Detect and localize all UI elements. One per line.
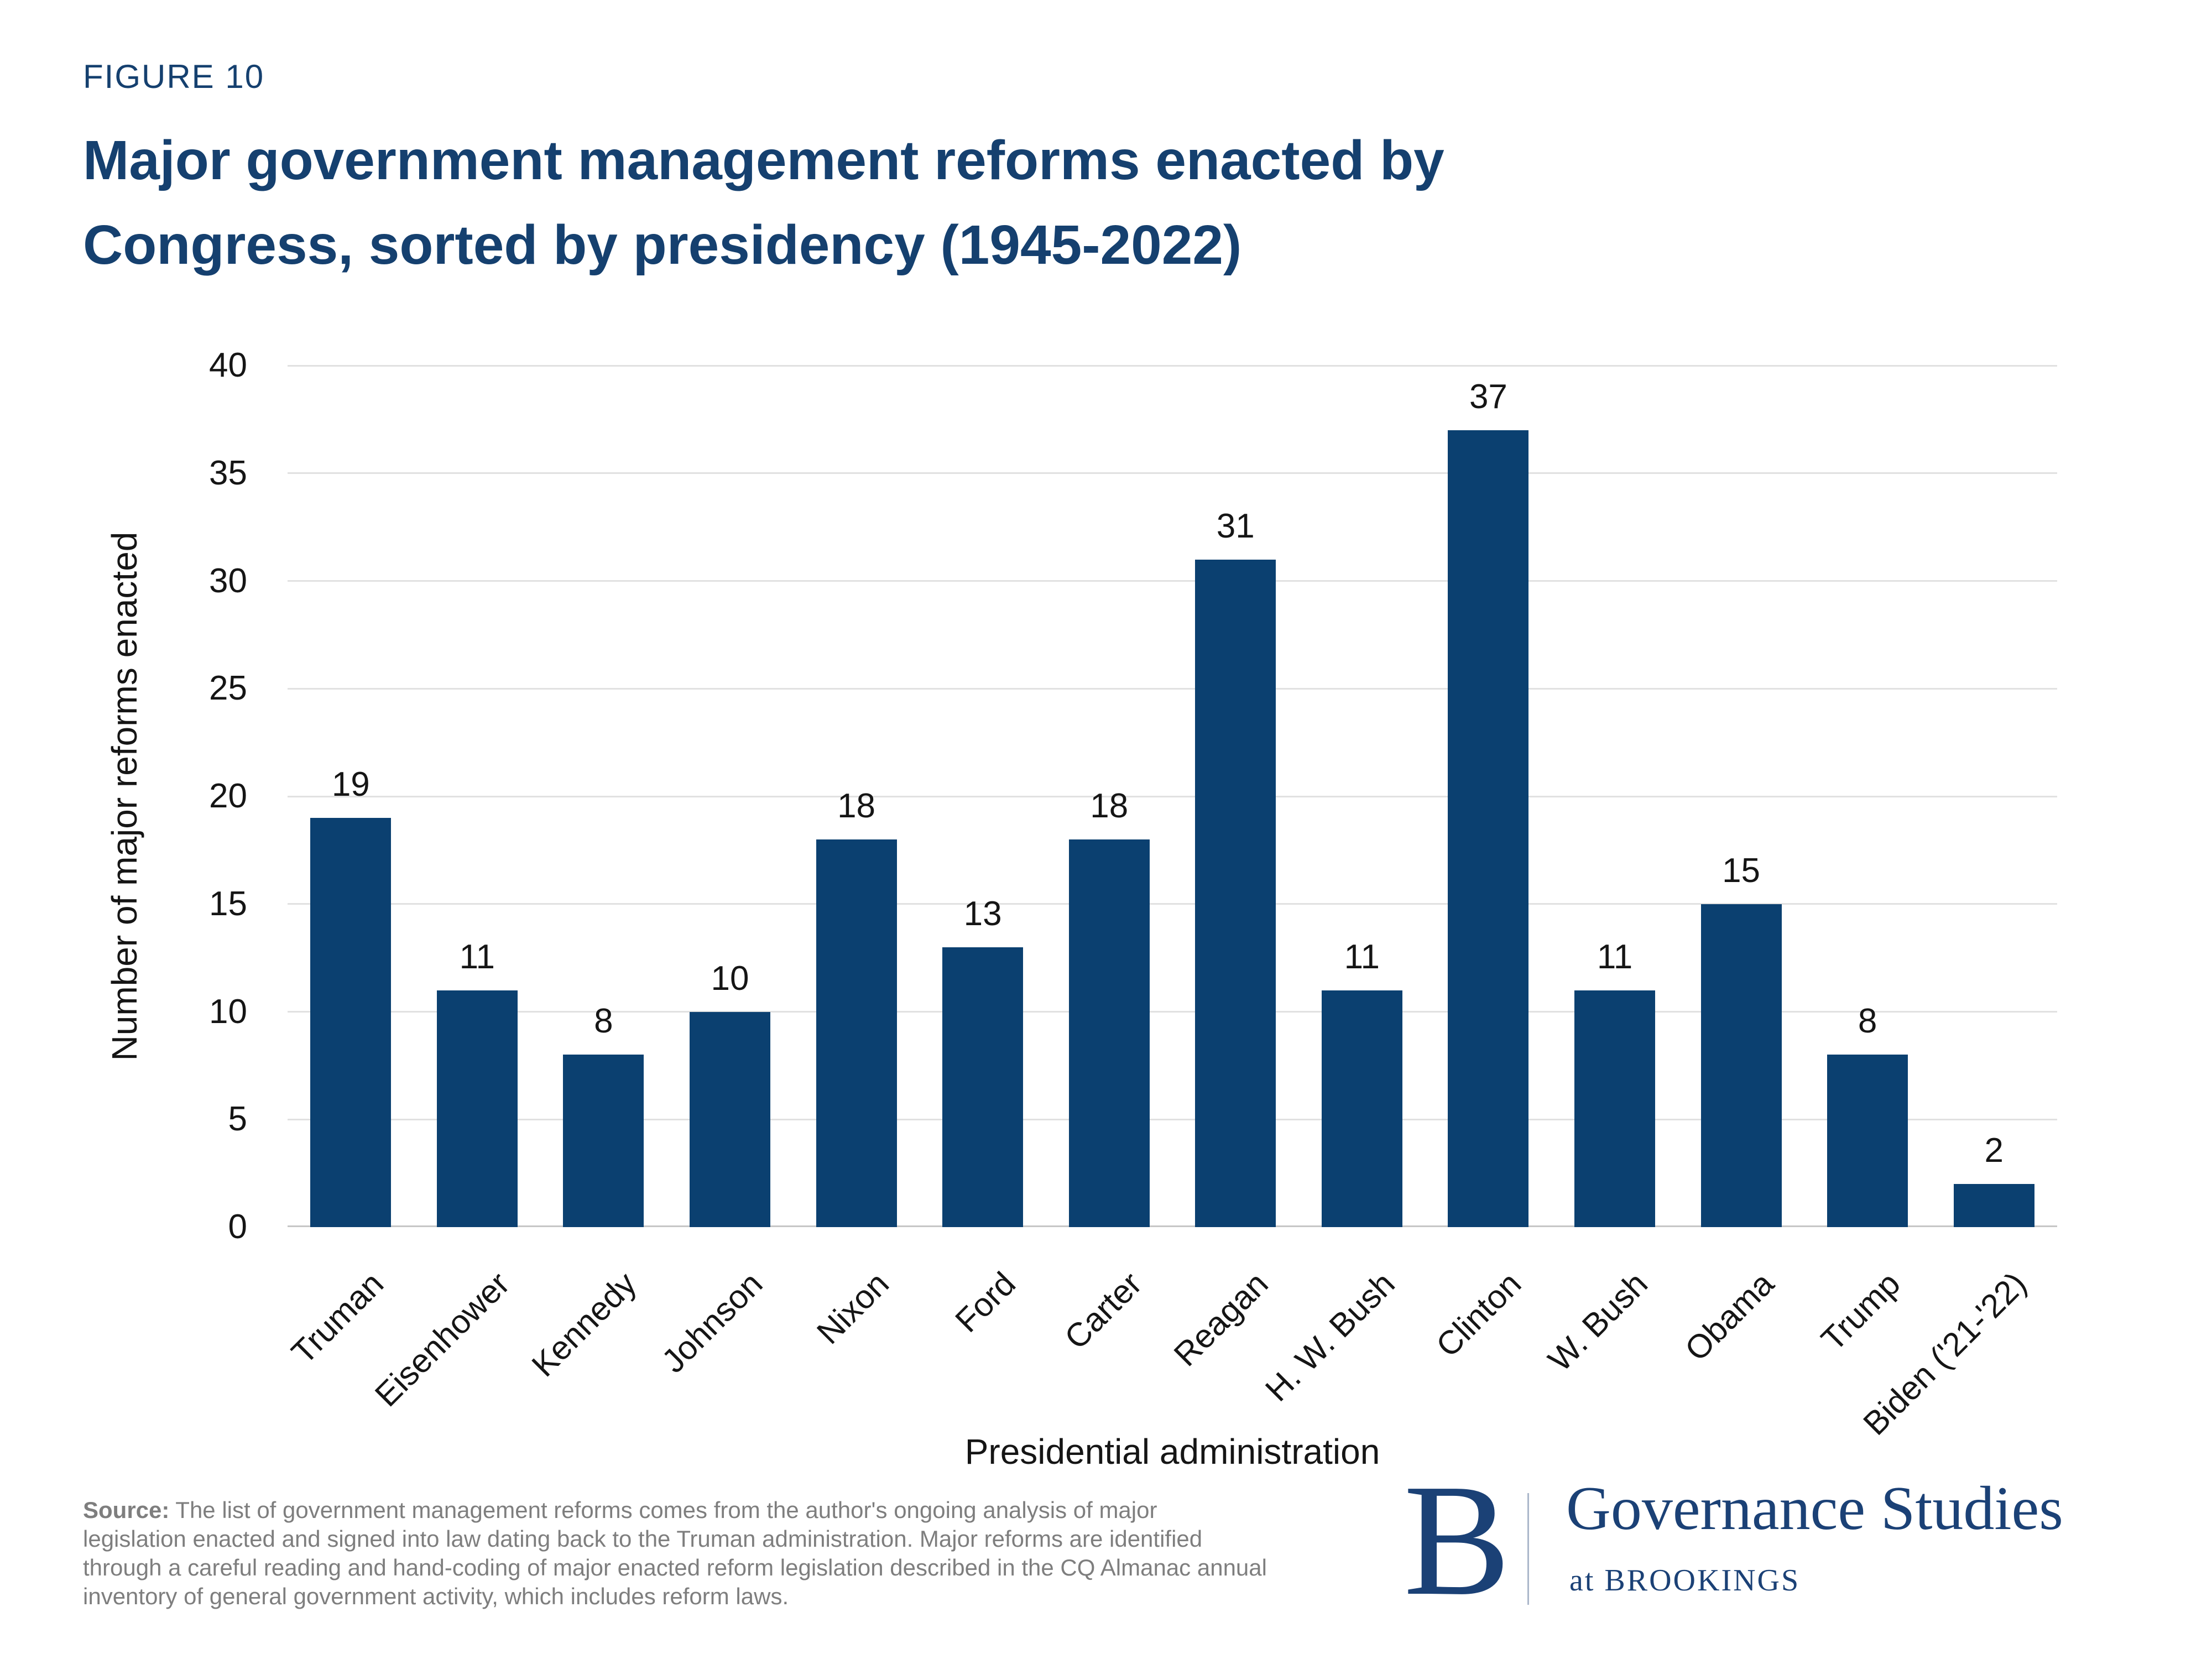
y-tick-label: 10 <box>209 992 247 1031</box>
bar-value-label: 18 <box>1090 786 1129 825</box>
x-tick-label: Obama <box>1677 1265 1781 1368</box>
x-tick-label: Kennedy <box>524 1265 644 1384</box>
chart-title-line-2: Congress, sorted by presidency (1945-202… <box>83 214 1242 276</box>
bar-value-label: 13 <box>963 894 1002 933</box>
y-tick-label: 20 <box>209 777 247 815</box>
chart-title: Major government management reforms enac… <box>83 118 1963 288</box>
bar-value-label: 2 <box>1984 1131 2004 1170</box>
source-note: Source: The list of government managemen… <box>83 1496 1410 1611</box>
x-axis-line <box>288 1225 2057 1227</box>
bar-value-label: 31 <box>1216 507 1255 545</box>
source-label: Source: <box>83 1497 170 1523</box>
x-tick-label: Trump <box>1814 1265 1907 1358</box>
bar <box>1068 839 1150 1227</box>
bar-value-label: 8 <box>1858 1002 1877 1041</box>
gridline <box>288 580 2057 582</box>
bar <box>1700 904 1782 1227</box>
gridline <box>288 1118 2057 1120</box>
source-line: inventory of general government activity… <box>83 1583 789 1609</box>
bar <box>1827 1055 1908 1227</box>
chart-title-line-1: Major government management reforms enac… <box>83 129 1444 191</box>
bar <box>942 947 1024 1227</box>
x-tick-label: Johnson <box>654 1265 770 1380</box>
plot-area: 19 11 8 10 18 13 18 31 11 37 11 15 8 2 <box>288 364 2057 1227</box>
bar <box>436 990 518 1227</box>
x-tick-label: Carter <box>1057 1265 1149 1357</box>
y-tick-label: 35 <box>209 453 247 492</box>
x-tick-label: Nixon <box>810 1265 896 1352</box>
y-tick-label: 15 <box>209 884 247 923</box>
y-tick-label: 5 <box>228 1100 247 1139</box>
bar-value-label: 19 <box>331 765 370 804</box>
bar <box>1953 1184 2034 1227</box>
x-axis-title: Presidential administration <box>964 1432 1380 1472</box>
logo-sub: at BROOKINGS <box>1569 1563 1801 1598</box>
source-line: through a careful reading and hand-codin… <box>83 1554 1267 1580</box>
bar-value-label: 8 <box>594 1002 613 1041</box>
x-tick-label: Reagan <box>1166 1265 1275 1374</box>
bar <box>310 817 392 1227</box>
figure-label: FIGURE 10 <box>83 58 265 95</box>
gridline <box>288 687 2057 690</box>
source-line: legislation enacted and signed into law … <box>83 1526 1203 1552</box>
logo-divider <box>1527 1493 1529 1605</box>
x-tick-label: H. W. Bush <box>1258 1265 1402 1408</box>
bar-value-label: 11 <box>1344 937 1380 976</box>
gridline <box>288 364 2057 367</box>
bar-value-label: 11 <box>1597 937 1633 976</box>
bar <box>1321 990 1402 1227</box>
bar <box>690 1011 770 1227</box>
x-tick-label: Truman <box>284 1265 390 1371</box>
gridline <box>288 795 2057 797</box>
bar-value-label: 10 <box>711 959 749 998</box>
gridline <box>288 472 2057 474</box>
bar <box>563 1055 644 1227</box>
source-line: Source: The list of government managemen… <box>83 1497 1157 1523</box>
brookings-logo-b: B <box>1404 1451 1511 1629</box>
bar <box>1574 990 1655 1227</box>
bar <box>1195 559 1276 1227</box>
bar-value-label: 15 <box>1722 851 1761 890</box>
y-tick-label: 25 <box>209 669 247 708</box>
gridline <box>288 1011 2057 1013</box>
bar-value-label: 37 <box>1469 377 1507 416</box>
gridline <box>288 903 2057 905</box>
y-tick-label: 0 <box>228 1208 247 1246</box>
bar-value-label: 11 <box>459 937 495 976</box>
x-tick-label: W. Bush <box>1541 1265 1655 1379</box>
y-tick-label: 40 <box>209 346 247 384</box>
bar-value-label: 18 <box>837 786 876 825</box>
bar <box>816 839 897 1227</box>
x-tick-label: Ford <box>948 1265 1022 1339</box>
y-tick-label: 30 <box>209 561 247 600</box>
logo-name: Governance Studies <box>1566 1474 2063 1543</box>
x-tick-label: Clinton <box>1428 1265 1528 1364</box>
bar <box>1448 430 1529 1227</box>
x-tick-label: Eisenhower <box>368 1265 517 1414</box>
